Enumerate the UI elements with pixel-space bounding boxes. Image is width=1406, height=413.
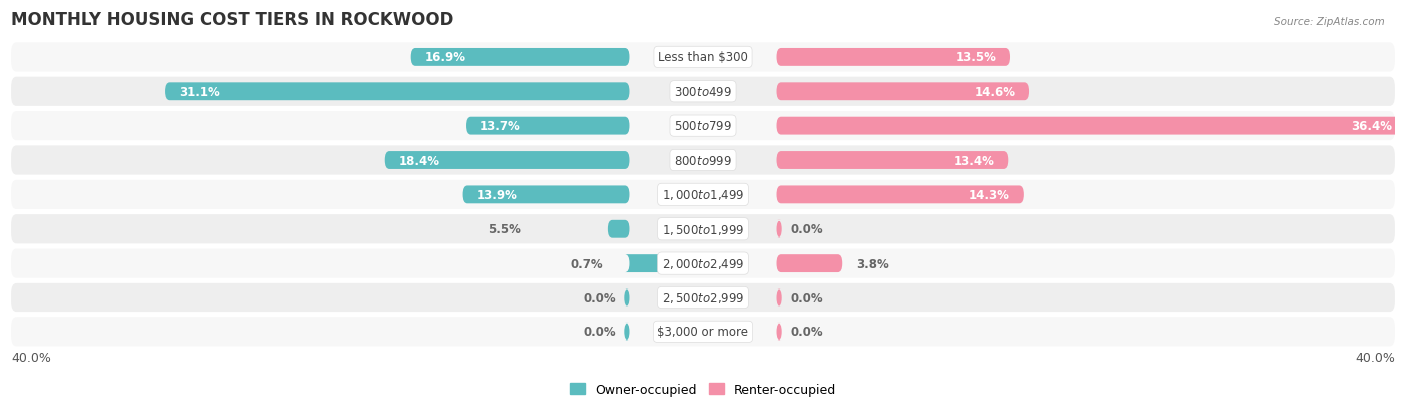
FancyBboxPatch shape	[626, 254, 696, 273]
Text: $300 to $499: $300 to $499	[673, 85, 733, 99]
Text: 40.0%: 40.0%	[1355, 351, 1395, 364]
Text: $800 to $999: $800 to $999	[673, 154, 733, 167]
Text: 0.0%: 0.0%	[583, 325, 616, 339]
Text: $500 to $799: $500 to $799	[673, 120, 733, 133]
FancyBboxPatch shape	[624, 289, 630, 307]
FancyBboxPatch shape	[776, 49, 1010, 66]
FancyBboxPatch shape	[411, 49, 630, 66]
Text: 13.7%: 13.7%	[479, 120, 520, 133]
FancyBboxPatch shape	[463, 186, 630, 204]
Text: MONTHLY HOUSING COST TIERS IN ROCKWOOD: MONTHLY HOUSING COST TIERS IN ROCKWOOD	[11, 11, 454, 29]
Text: $1,000 to $1,499: $1,000 to $1,499	[662, 188, 744, 202]
Text: 31.1%: 31.1%	[179, 85, 219, 99]
FancyBboxPatch shape	[776, 254, 842, 273]
Text: 36.4%: 36.4%	[1351, 120, 1392, 133]
FancyBboxPatch shape	[624, 323, 630, 341]
Text: 5.5%: 5.5%	[488, 223, 520, 236]
Text: 13.5%: 13.5%	[955, 51, 997, 64]
FancyBboxPatch shape	[11, 146, 1395, 175]
FancyBboxPatch shape	[11, 249, 1395, 278]
FancyBboxPatch shape	[776, 220, 782, 238]
FancyBboxPatch shape	[11, 215, 1395, 244]
Text: 0.0%: 0.0%	[583, 291, 616, 304]
Text: 0.0%: 0.0%	[790, 223, 823, 236]
Text: 14.3%: 14.3%	[969, 188, 1010, 202]
FancyBboxPatch shape	[11, 180, 1395, 209]
FancyBboxPatch shape	[11, 318, 1395, 347]
Text: 3.8%: 3.8%	[856, 257, 889, 270]
FancyBboxPatch shape	[776, 186, 1024, 204]
FancyBboxPatch shape	[776, 323, 782, 341]
Text: $2,500 to $2,999: $2,500 to $2,999	[662, 291, 744, 305]
Text: Less than $300: Less than $300	[658, 51, 748, 64]
FancyBboxPatch shape	[607, 220, 630, 238]
FancyBboxPatch shape	[11, 112, 1395, 141]
Text: 40.0%: 40.0%	[11, 351, 51, 364]
Text: 0.0%: 0.0%	[790, 325, 823, 339]
FancyBboxPatch shape	[776, 83, 1029, 101]
FancyBboxPatch shape	[165, 83, 630, 101]
FancyBboxPatch shape	[776, 289, 782, 307]
FancyBboxPatch shape	[385, 152, 630, 169]
Text: 0.0%: 0.0%	[790, 291, 823, 304]
Text: 18.4%: 18.4%	[398, 154, 440, 167]
Text: $2,000 to $2,499: $2,000 to $2,499	[662, 256, 744, 271]
FancyBboxPatch shape	[776, 152, 1008, 169]
Text: 13.9%: 13.9%	[477, 188, 517, 202]
FancyBboxPatch shape	[465, 117, 630, 135]
Text: $1,500 to $1,999: $1,500 to $1,999	[662, 222, 744, 236]
Text: 0.7%: 0.7%	[571, 257, 603, 270]
Text: 16.9%: 16.9%	[425, 51, 465, 64]
FancyBboxPatch shape	[11, 78, 1395, 107]
Text: 14.6%: 14.6%	[974, 85, 1015, 99]
Text: 13.4%: 13.4%	[953, 154, 994, 167]
Text: Source: ZipAtlas.com: Source: ZipAtlas.com	[1274, 17, 1385, 26]
Legend: Owner-occupied, Renter-occupied: Owner-occupied, Renter-occupied	[565, 378, 841, 401]
FancyBboxPatch shape	[11, 283, 1395, 312]
FancyBboxPatch shape	[11, 43, 1395, 72]
Text: $3,000 or more: $3,000 or more	[658, 325, 748, 339]
FancyBboxPatch shape	[776, 117, 1406, 135]
